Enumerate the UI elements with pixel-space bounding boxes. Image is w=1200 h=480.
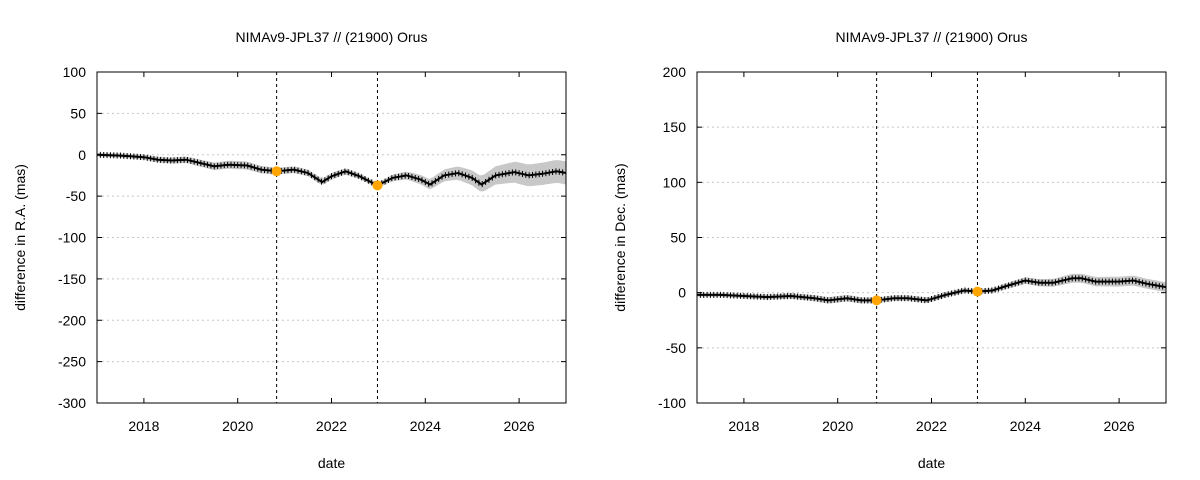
y-tick-label: 50 (70, 105, 86, 121)
series-error-ticks (696, 275, 1167, 304)
y-tick-label: 0 (78, 147, 86, 163)
observation-marker (972, 286, 983, 297)
chart-panel-2: 200 150 100 50 0 -50 -100 2018 2020 2022 2024 2026 N… (612, 29, 1167, 471)
y-tick-label: 100 (663, 174, 687, 190)
x-tick-label: 2026 (504, 418, 535, 434)
y-tick-label: -200 (58, 312, 86, 328)
series-error-ticks (96, 151, 567, 188)
y-tick-label: -100 (658, 395, 686, 411)
uncertainty-band (97, 153, 566, 192)
y-tick-label: -100 (58, 230, 86, 246)
x-tick-label: 2024 (410, 418, 441, 434)
x-axis-label: date (918, 455, 945, 471)
x-tick-label: 2026 (1104, 418, 1135, 434)
observation-marker (271, 166, 282, 177)
chart-panel-1: 100 50 0 -50 -100 -150 -200 -250 -300 2018 2020 202… (12, 29, 567, 471)
x-tick-label: 2018 (128, 418, 159, 434)
x-tick-label: 2022 (916, 418, 947, 434)
y-tick-label: -50 (66, 188, 86, 204)
y-tick-label: 200 (663, 64, 687, 80)
x-tick-label: 2020 (222, 418, 253, 434)
chart-title: NIMAv9-JPL37 // (21900) Orus (836, 29, 1028, 45)
y-tick-label: -50 (666, 340, 686, 356)
x-tick-label: 2022 (316, 418, 347, 434)
observation-marker (372, 180, 383, 191)
y-tick-label: 100 (63, 64, 87, 80)
x-tick-label: 2020 (822, 418, 853, 434)
x-axis-label: date (318, 455, 345, 471)
y-tick-label: -250 (58, 354, 86, 370)
y-tick-label: 0 (678, 285, 686, 301)
observation-marker (871, 295, 882, 306)
y-axis-label: difference in Dec. (mas) (612, 163, 628, 311)
y-tick-label: -150 (58, 271, 86, 287)
x-tick-label: 2018 (728, 418, 759, 434)
y-tick-label: -300 (58, 395, 86, 411)
y-axis-label: difference in R.A. (mas) (12, 164, 28, 311)
x-tick-label: 2024 (1010, 418, 1041, 434)
y-tick-label: 150 (663, 119, 687, 135)
chart-title: NIMAv9-JPL37 // (21900) Orus (236, 29, 428, 45)
y-tick-label: 50 (670, 230, 686, 246)
